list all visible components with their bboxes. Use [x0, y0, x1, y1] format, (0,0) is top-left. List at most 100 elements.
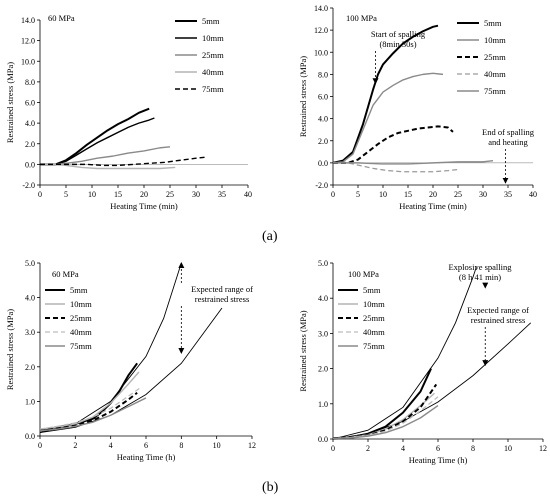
y-tick-label: 4.0 [318, 115, 328, 124]
legend-label-40mm: 40mm [363, 327, 385, 337]
x-tick-label: 35 [504, 190, 512, 199]
x-tick-label: 10 [88, 190, 96, 199]
legend-label-10mm: 10mm [484, 35, 506, 45]
legend-label-75mm: 75mm [484, 86, 506, 96]
x-tick-label: 35 [218, 190, 226, 199]
y-tick-label: 0.0 [25, 160, 35, 169]
x-tick-label: 0 [331, 444, 335, 453]
annotation-text: Expected range of [467, 305, 529, 315]
x-tick-label: 2 [73, 441, 77, 450]
legend-label-25mm: 25mm [484, 52, 506, 62]
y-tick-label: 2.0 [25, 140, 35, 149]
series-line-10mm [40, 117, 155, 166]
x-tick-label: 25 [454, 190, 462, 199]
legend-label-5mm: 5mm [70, 285, 88, 295]
legend-label-5mm: 5mm [484, 18, 502, 28]
y-tick-label: 8.0 [318, 70, 328, 79]
x-tick-label: 40 [529, 190, 537, 199]
y-axis-label: Restrained stress (MPa) [5, 309, 15, 390]
x-tick-label: 30 [192, 190, 200, 199]
legend-label-75mm: 75mm [363, 341, 385, 351]
legend-label-75mm: 75mm [70, 341, 92, 351]
x-tick-label: 10 [379, 190, 387, 199]
x-tick-label: 8 [471, 444, 475, 453]
annotation-text: restrained stress [195, 294, 250, 304]
y-tick-label: 0.0 [318, 435, 328, 444]
chart-panel-b-left: 0.0 1.0 2.0 3.0 4.0 5.0 0 2 4 6 8 10 12 Heating Time … [5, 259, 256, 462]
annotation-text: restrained stress [471, 315, 526, 325]
legend-label-25mm: 25mm [70, 313, 92, 323]
x-tick-label: 6 [144, 441, 148, 450]
series-line-25mm [333, 125, 454, 164]
series-line-10mm [332, 72, 444, 164]
x-tick-label: 15 [404, 190, 412, 199]
y-axis-label: Restrained stress (MPa) [5, 62, 15, 143]
y-tick-label: 2.0 [318, 137, 328, 146]
y-tick-label: 3.0 [318, 329, 328, 338]
y-tick-label: 6.0 [25, 99, 35, 108]
series-line-25mm [39, 391, 138, 432]
y-tick-label: 5.0 [318, 259, 328, 268]
y-tick-label: 12.0 [314, 26, 328, 35]
x-tick-label: 8 [179, 441, 183, 450]
caption-b: (b) [262, 480, 279, 495]
legend-label-75mm: 75mm [202, 84, 224, 94]
y-tick-label: -2.0 [315, 181, 328, 190]
y-tick-label: 1.0 [318, 400, 328, 409]
x-tick-label: 6 [436, 444, 440, 453]
annotation-text: Start of spalling [371, 29, 426, 39]
annotation-text: Explosive spalling [448, 262, 512, 272]
y-tick-label: 2.0 [318, 365, 328, 374]
chart-title: 60 MPa [48, 13, 75, 23]
x-axis-label: Heating Time (h) [409, 455, 468, 465]
x-tick-label: 12 [248, 441, 256, 450]
y-tick-label: 6.0 [318, 93, 328, 102]
envelope-curve [332, 266, 477, 440]
x-tick-label: 10 [504, 444, 512, 453]
annotation-text: (8min 30s) [379, 39, 416, 49]
y-tick-label: 4.0 [25, 294, 35, 303]
x-tick-label: 10 [213, 441, 221, 450]
y-tick-label: 5.0 [25, 259, 35, 268]
series-line-10mm [39, 371, 140, 430]
series-line-75mm [39, 397, 147, 432]
legend-label-40mm: 40mm [70, 327, 92, 337]
legend-label-5mm: 5mm [363, 285, 381, 295]
legend-label-10mm: 10mm [70, 299, 92, 309]
series-line-40mm [333, 162, 459, 173]
legend-label-40mm: 40mm [484, 69, 506, 79]
series-line-5mm [39, 362, 138, 431]
annotation-text: Expected range of [191, 284, 253, 294]
y-tick-label: 1.0 [25, 397, 35, 406]
x-tick-label: 20 [429, 190, 437, 199]
y-tick-label: 3.0 [25, 328, 35, 337]
x-tick-label: 0 [38, 441, 42, 450]
x-axis-label: Heating Time (min) [399, 201, 467, 211]
series-line-5mm [332, 368, 432, 440]
y-tick-label: -2.0 [22, 181, 35, 190]
chart-title: 100 MPa [346, 13, 377, 23]
x-tick-label: 2 [366, 444, 370, 453]
annotation-text: and heating [488, 137, 528, 147]
y-tick-label: 4.0 [318, 294, 328, 303]
x-tick-label: 0 [331, 190, 335, 199]
x-axis-label: Heating Time (h) [117, 452, 176, 462]
legend-label-10mm: 10mm [202, 33, 224, 43]
series-line-5mm [40, 107, 150, 166]
x-tick-label: 15 [114, 190, 122, 199]
x-tick-label: 5 [356, 190, 360, 199]
y-tick-label: 4.0 [25, 119, 35, 128]
chart-title: 100 MPa [348, 269, 379, 279]
x-tick-label: 20 [140, 190, 148, 199]
series-line-75mm [333, 159, 494, 165]
x-tick-label: 25 [166, 190, 174, 199]
x-tick-label: 4 [109, 441, 113, 450]
y-tick-label: 10.0 [21, 57, 35, 66]
series-line-75mm [40, 156, 207, 167]
y-axis-label: Restrained stress (MPa) [298, 310, 308, 391]
x-tick-label: 0 [38, 190, 42, 199]
legend-label-25mm: 25mm [363, 313, 385, 323]
series-line-25mm [40, 146, 171, 166]
x-axis-label: Heating Time (min) [110, 201, 178, 211]
